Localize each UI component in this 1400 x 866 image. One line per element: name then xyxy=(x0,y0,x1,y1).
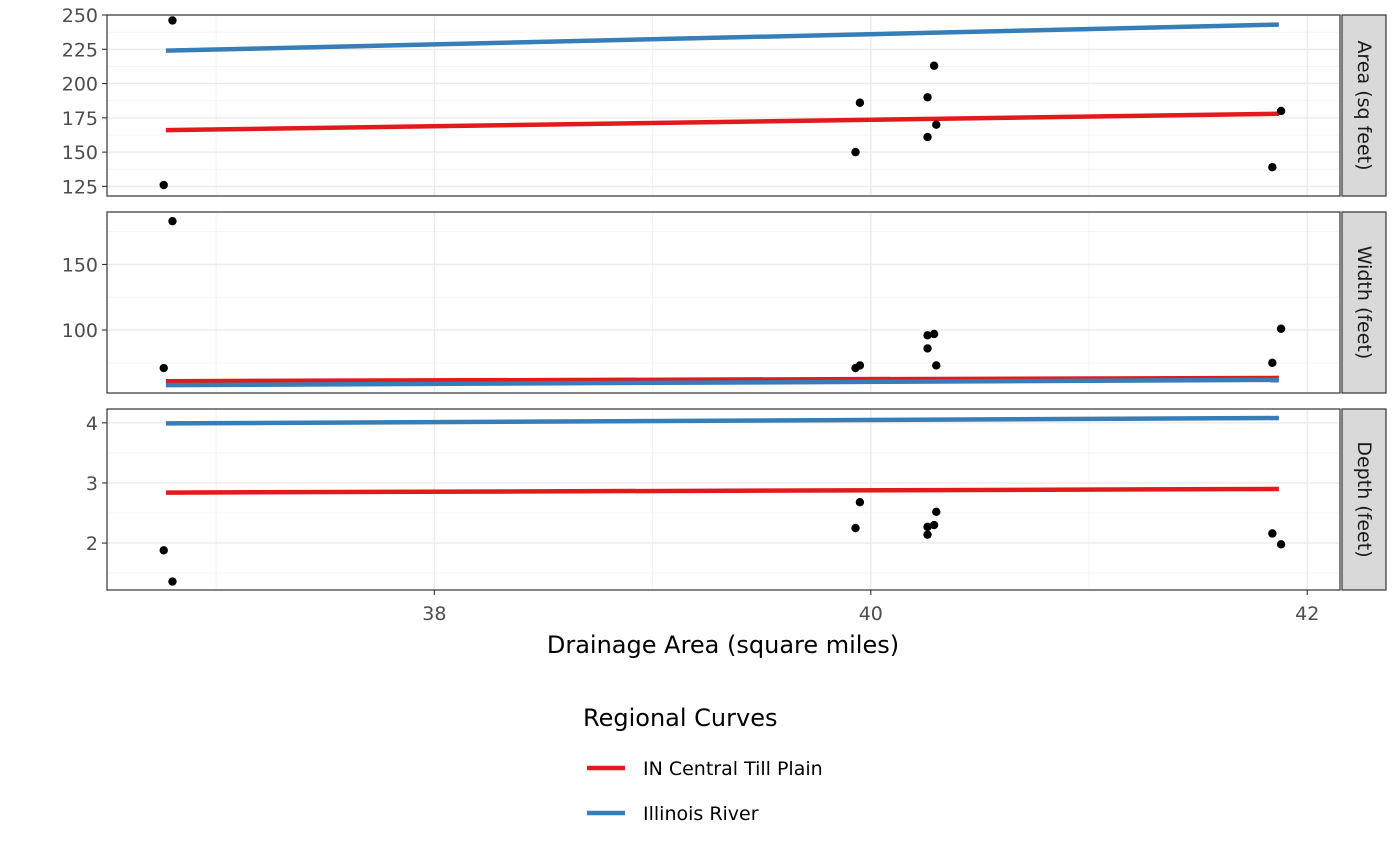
data-point xyxy=(1276,540,1286,549)
panel-border xyxy=(106,408,1341,591)
legend-label: Illinois River xyxy=(643,803,759,825)
data-point xyxy=(1276,324,1286,333)
data-point xyxy=(1268,358,1277,368)
gridlines xyxy=(107,14,1340,196)
data-point xyxy=(159,180,168,190)
data-point xyxy=(855,361,865,370)
data-point xyxy=(168,216,177,226)
y-tick-label: 125 xyxy=(62,176,98,198)
data-point xyxy=(159,546,168,555)
line-illinois-river xyxy=(165,22,1279,53)
data-point xyxy=(855,98,865,107)
strip-label: Area (sq feet) xyxy=(1353,40,1375,170)
strip-background xyxy=(1341,408,1387,591)
x-tick-label: 42 xyxy=(1295,603,1319,625)
data-point xyxy=(929,61,939,70)
y-tick-label: 100 xyxy=(62,320,98,342)
gridlines xyxy=(107,409,1340,590)
data-point xyxy=(923,522,932,532)
line-illinois-river xyxy=(165,415,1279,426)
regression-lines xyxy=(165,375,1279,388)
panel-depth-feet: 2 3 4 Depth (feet) xyxy=(86,408,1387,591)
line-in-central-till-plain xyxy=(165,486,1279,495)
y-tick-label: 4 xyxy=(86,413,98,435)
data-point xyxy=(1268,529,1277,538)
data-point xyxy=(1276,106,1286,116)
line-in-central-till-plain xyxy=(165,111,1279,133)
y-axis: 125 150 175 200 225 250 xyxy=(62,5,107,198)
panel-border xyxy=(106,14,1341,197)
data-points xyxy=(159,498,1286,586)
data-point xyxy=(932,120,941,129)
data-point xyxy=(929,329,939,339)
panel-width-feet: 100 150 Width (feet) xyxy=(62,211,1387,394)
legend-title: Regional Curves xyxy=(583,704,777,732)
data-point xyxy=(923,344,932,353)
line-in-central-till-plain xyxy=(165,375,1279,384)
legend-label: IN Central Till Plain xyxy=(643,758,823,780)
x-axis-title: Drainage Area (square miles) xyxy=(547,631,899,659)
data-point xyxy=(923,132,932,142)
y-tick-label: 250 xyxy=(62,5,98,27)
data-point xyxy=(1268,163,1277,172)
regression-lines xyxy=(165,22,1279,133)
x-axis: 38 40 42 xyxy=(422,590,1319,625)
y-tick-label: 225 xyxy=(62,39,98,61)
gridlines xyxy=(107,212,1340,393)
data-point xyxy=(923,93,932,102)
data-point xyxy=(168,16,177,25)
x-tick-label: 38 xyxy=(422,603,446,625)
data-points xyxy=(159,216,1286,373)
strip-label: Width (feet) xyxy=(1353,246,1375,360)
data-point xyxy=(851,523,860,533)
data-point xyxy=(851,147,860,157)
line-illinois-river xyxy=(165,377,1279,388)
chart-panels: 125 150 175 200 225 250 Area (sq feet) 100 150 Wi… xyxy=(62,5,1387,591)
data-point xyxy=(932,507,941,517)
strip-label: Depth (feet) xyxy=(1353,441,1375,557)
strip-background xyxy=(1341,14,1387,197)
y-tick-label: 3 xyxy=(86,473,98,495)
y-tick-label: 150 xyxy=(62,254,98,276)
data-point xyxy=(855,498,865,507)
y-tick-label: 150 xyxy=(62,142,98,164)
panel-border xyxy=(106,211,1341,394)
data-point xyxy=(923,530,932,539)
y-axis: 2 3 4 xyxy=(86,413,107,555)
y-axis: 100 150 xyxy=(62,254,107,342)
legend: Regional Curves IN Central Till Plain Ill… xyxy=(583,704,823,825)
data-point xyxy=(159,363,168,373)
regression-lines xyxy=(165,415,1279,495)
y-tick-label: 175 xyxy=(62,108,98,130)
data-point xyxy=(168,577,177,586)
y-tick-label: 200 xyxy=(62,74,98,96)
legend-entry-illinois-river: Illinois River xyxy=(587,803,759,825)
legend-entries: IN Central Till Plain Illinois River xyxy=(587,758,823,825)
panel-area-sq-feet: 125 150 175 200 225 250 Area (sq feet) xyxy=(62,5,1387,198)
y-tick-label: 2 xyxy=(86,533,98,555)
data-point xyxy=(932,361,941,370)
strip-background xyxy=(1341,211,1387,394)
data-point xyxy=(929,520,939,530)
x-tick-label: 40 xyxy=(859,603,883,625)
data-point xyxy=(923,331,932,340)
legend-entry-in-central-till-plain: IN Central Till Plain xyxy=(587,758,823,780)
data-points xyxy=(159,16,1286,190)
